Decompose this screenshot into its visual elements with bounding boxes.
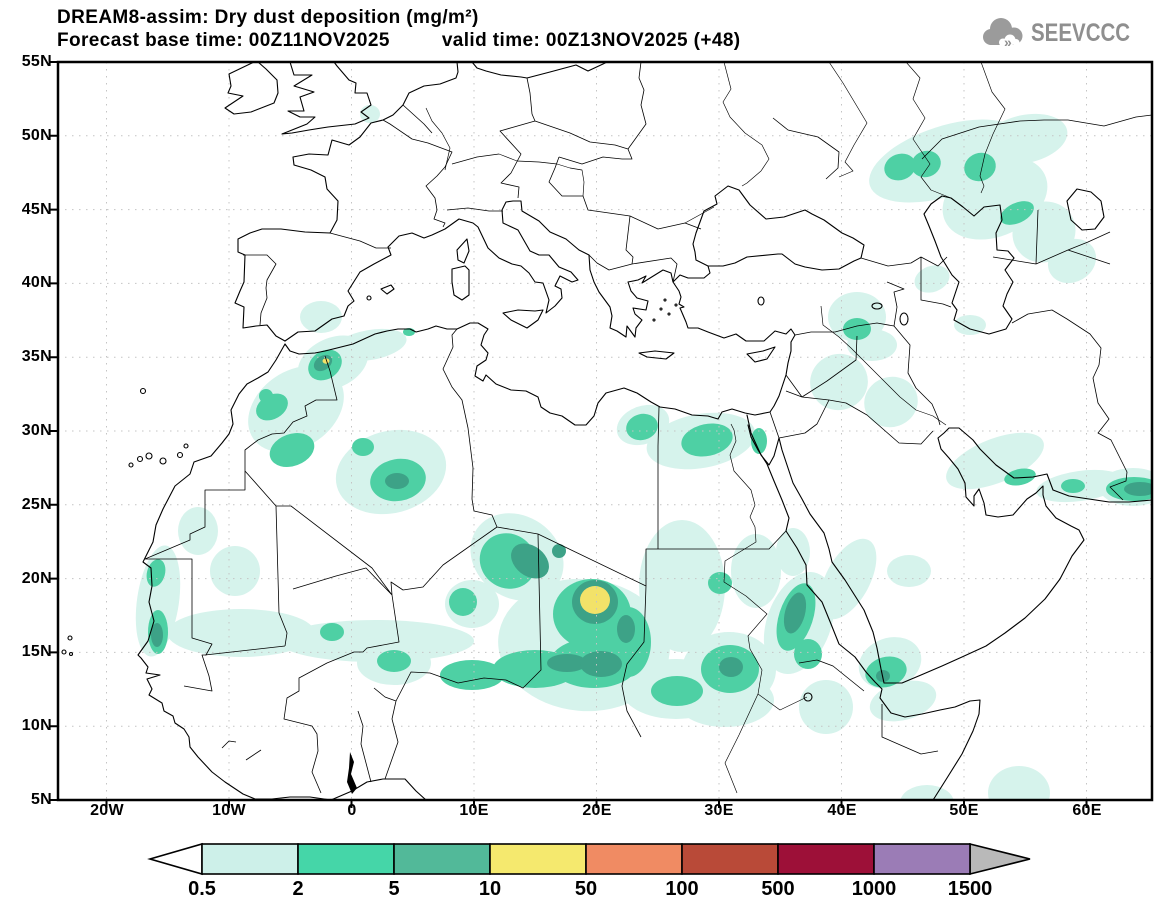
lat-label: 45N: [21, 201, 52, 218]
colorbar-label: 5: [388, 878, 400, 900]
rivers: [425, 62, 1006, 794]
lon-label: 10E: [459, 802, 489, 819]
dust-layer-yellow: [322, 358, 610, 614]
lat-label: 20N: [21, 570, 52, 587]
colorbar-under-arrow: [147, 842, 203, 876]
colorbar-label: 50: [574, 878, 598, 900]
colorbar-label: 100: [665, 878, 699, 900]
svg-text:»: »: [1004, 34, 1012, 50]
axis-ticks: [50, 61, 1088, 808]
country-borders: [144, 62, 1152, 794]
lat-label: 15N: [21, 643, 52, 660]
forecast-map: [50, 60, 1154, 808]
lat-label: 30N: [21, 422, 52, 439]
lat-label: 35N: [21, 348, 52, 365]
colorbar-label: 2: [292, 878, 304, 900]
colorbar-over-arrow: [969, 842, 1031, 876]
colorbar-label: 0.5: [188, 878, 216, 900]
lat-label: 25N: [21, 496, 52, 513]
seevccc-logo: » SEEVCCC: [979, 16, 1152, 50]
plot-title: DREAM8-assim: Dry dust deposition (mg/m²…: [57, 7, 479, 28]
graticule: [58, 62, 1152, 800]
forecast-base-time: Forecast base time: 00Z11NOV2025: [57, 30, 390, 51]
lon-label: 60E: [1072, 802, 1102, 819]
lon-label: 50E: [949, 802, 979, 819]
plot-subtitle: Forecast base time: 00Z11NOV2025 valid t…: [57, 29, 741, 52]
coastlines: [61, 62, 1152, 800]
lon-label: 20E: [582, 802, 612, 819]
logo-text: SEEVCCC: [1031, 18, 1131, 47]
lon-label: 40E: [827, 802, 857, 819]
lon-label: 0: [347, 802, 357, 819]
colorbar-cells: [201, 843, 971, 875]
lat-label: 55N: [21, 53, 52, 70]
valid-time: valid time: 00Z13NOV2025 (+48): [441, 30, 741, 51]
colorbar-label: 1500: [947, 878, 993, 900]
lat-label: 5N: [30, 791, 52, 808]
lon-label: 10W: [212, 802, 246, 819]
plot-header: DREAM8-assim: Dry dust deposition (mg/m²…: [57, 6, 741, 52]
colorbar-label: 1000: [851, 878, 897, 900]
lat-label: 40N: [21, 274, 52, 291]
colorbar-label: 10: [478, 878, 502, 900]
lat-label: 10N: [21, 717, 52, 734]
lon-label: 30E: [704, 802, 734, 819]
colorbar-label: 500: [761, 878, 795, 900]
lon-label: 20W: [90, 802, 124, 819]
lat-label: 50N: [21, 127, 52, 144]
colorbar: [147, 842, 1031, 876]
cloud-icon: »: [983, 18, 1023, 50]
